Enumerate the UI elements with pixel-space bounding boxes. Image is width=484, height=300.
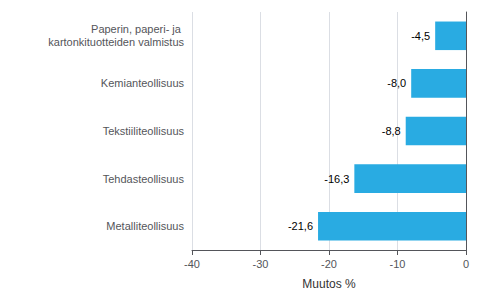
- svg-text:-10: -10: [390, 258, 406, 270]
- svg-text:Kemianteollisuus: Kemianteollisuus: [101, 77, 185, 89]
- svg-text:Tehdasteollisuus: Tehdasteollisuus: [103, 173, 185, 185]
- svg-text:-40: -40: [184, 258, 200, 270]
- svg-text:-30: -30: [253, 258, 269, 270]
- svg-text:0: 0: [463, 258, 469, 270]
- svg-text:-21,6: -21,6: [288, 220, 313, 232]
- svg-text:Muutos %: Muutos %: [302, 277, 356, 291]
- svg-text:-8,8: -8,8: [382, 125, 401, 137]
- svg-text:-16,3: -16,3: [324, 173, 349, 185]
- svg-text:kartonkituotteiden valmistus: kartonkituotteiden valmistus: [48, 36, 184, 48]
- svg-text:-8,0: -8,0: [387, 77, 406, 89]
- svg-text:-20: -20: [321, 258, 337, 270]
- svg-text:Paperin, paperi- ja: Paperin, paperi- ja: [91, 23, 184, 35]
- svg-text:-4,5: -4,5: [411, 30, 430, 42]
- svg-text:Metalliteollisuus: Metalliteollisuus: [106, 220, 184, 232]
- svg-text:Tekstiiliteollisuus: Tekstiiliteollisuus: [103, 125, 185, 137]
